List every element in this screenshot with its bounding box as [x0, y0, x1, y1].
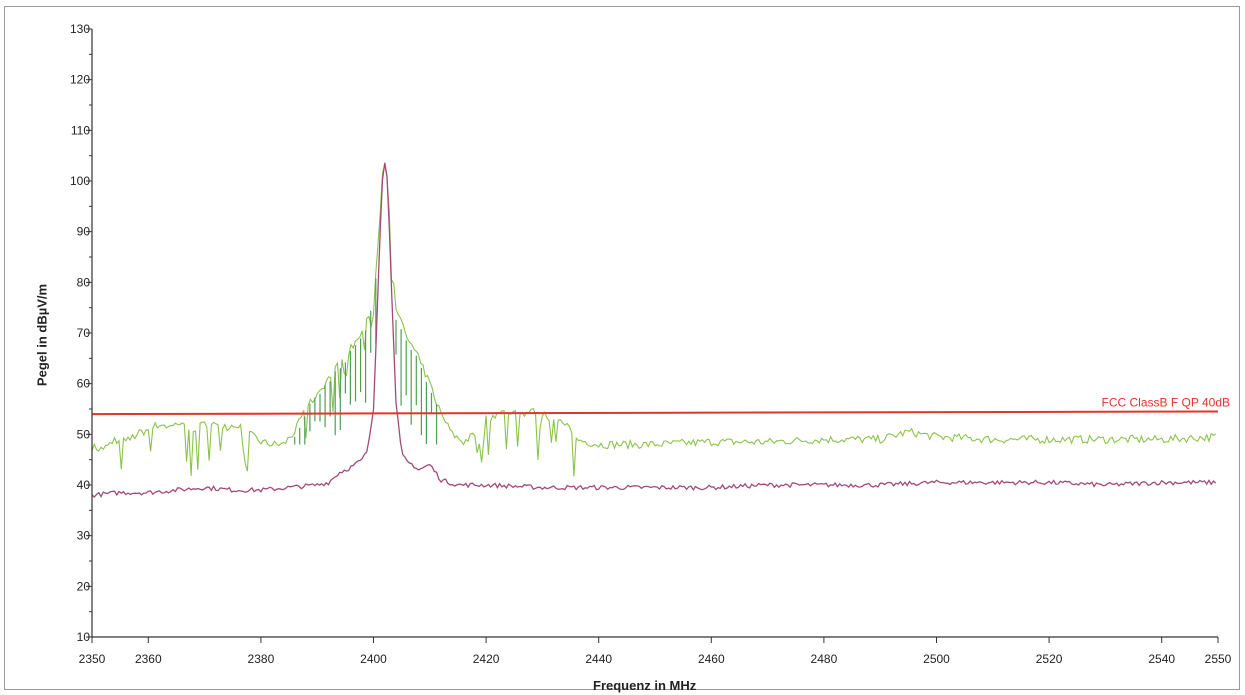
x-tick-label: 2380 — [248, 652, 275, 666]
y-tick-label: 110 — [71, 123, 90, 137]
y-tick-label: 120 — [70, 73, 90, 87]
trace-layer: FCC ClassB F QP 40dB — [91, 162, 1230, 499]
peak-trace — [91, 164, 1217, 477]
x-tick-label: 2500 — [923, 652, 950, 666]
x-tick-label: 2400 — [360, 652, 387, 666]
x-tick-label: 2440 — [585, 652, 612, 666]
x-tick-label: 2460 — [698, 652, 725, 666]
y-tick-label: 40 — [77, 478, 91, 492]
x-tick-label: 2420 — [473, 652, 500, 666]
limit-line-label: FCC ClassB F QP 40dB — [1102, 396, 1230, 410]
y-tick-label: 30 — [77, 529, 91, 543]
axes-layer: 10 20 30 40 50 60 70 80 90 100 110 120 130 2350 2360 23… — [70, 22, 1232, 666]
y-tick-label: 80 — [77, 275, 91, 289]
x-tick-label: 2480 — [811, 652, 838, 666]
y-tick-label: 130 — [70, 22, 90, 36]
x-tick-label: 2350 — [79, 652, 106, 666]
average-trace — [91, 162, 1217, 499]
y-axis-title: Pegel in dBµV/m — [34, 283, 50, 387]
x-tick-label: 2520 — [1036, 652, 1063, 666]
y-tick-label: 70 — [77, 326, 91, 340]
y-tick-label: 60 — [77, 377, 91, 391]
x-tick-label: 2360 — [135, 652, 162, 666]
x-tick-label: 2540 — [1148, 652, 1175, 666]
y-tick-label: 90 — [77, 225, 91, 239]
x-axis-title: Frequenz in MHz — [593, 678, 697, 693]
x-tick-label: 2550 — [1205, 652, 1232, 666]
limit-line — [91, 410, 1219, 416]
y-tick-label: 100 — [70, 174, 90, 188]
y-tick-label: 20 — [77, 579, 91, 593]
y-tick-label: 50 — [77, 427, 91, 441]
y-tick-label: 10 — [77, 630, 91, 644]
chart-frame — [4, 6, 1240, 690]
